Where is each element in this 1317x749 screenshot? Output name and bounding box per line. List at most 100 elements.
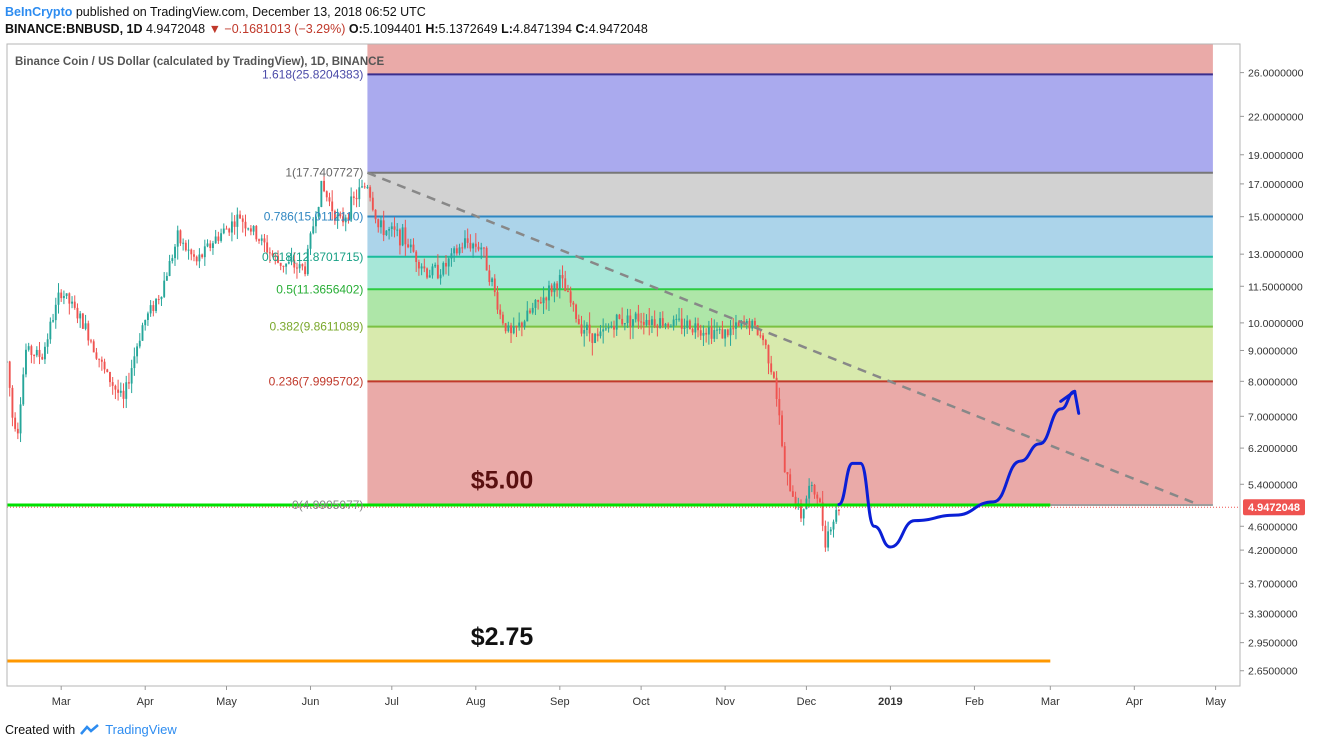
y-tick-label-5: 13.0000000 xyxy=(1248,249,1304,261)
candle-body-285 xyxy=(778,398,781,416)
candle-body-198 xyxy=(542,297,545,304)
candle-body-74 xyxy=(206,243,209,247)
x-tick-label-12: Mar xyxy=(1041,696,1060,708)
fib-band-3 xyxy=(367,256,1213,290)
publisher-name[interactable]: BeInCrypto xyxy=(5,5,73,19)
candle-body-159 xyxy=(436,264,439,279)
candle-body-289 xyxy=(789,474,792,492)
candle-body-248 xyxy=(678,318,681,320)
candle-body-231 xyxy=(632,319,634,327)
candle-body-119 xyxy=(328,197,331,202)
candle-body-296 xyxy=(808,485,811,499)
fib-level-label-1: 1(17.7407727) xyxy=(285,166,363,180)
candle-body-107 xyxy=(296,267,298,269)
candle-body-84 xyxy=(233,221,236,227)
last-price-tag-label: 4.9472048 xyxy=(1248,502,1300,514)
candle-body-122 xyxy=(336,214,339,221)
candle-body-177 xyxy=(485,247,488,271)
y-tick-label-0: 26.0000000 xyxy=(1248,68,1304,80)
candle-body-266 xyxy=(726,329,729,336)
candle-body-172 xyxy=(472,243,475,249)
fib-band-1 xyxy=(367,172,1213,217)
candle-body-136 xyxy=(374,209,377,220)
candle-body-69 xyxy=(193,254,195,257)
candle-body-137 xyxy=(377,219,380,228)
y-tick-label-10: 7.0000000 xyxy=(1248,411,1298,423)
candles xyxy=(7,176,840,552)
candle-body-249 xyxy=(680,318,683,329)
candle-body-16 xyxy=(49,321,52,340)
candle-body-168 xyxy=(461,247,464,249)
candle-body-151 xyxy=(415,251,418,262)
candle-body-129 xyxy=(355,197,358,200)
candle-body-204 xyxy=(558,275,561,289)
candle-body-125 xyxy=(344,217,347,223)
candle-body-26 xyxy=(76,307,79,319)
x-tick-label-4: Jul xyxy=(385,696,399,708)
candle-body-288 xyxy=(786,472,789,475)
candle-body-260 xyxy=(710,327,713,339)
candle-body-281 xyxy=(767,345,770,364)
y-tick-label-11: 6.2000000 xyxy=(1248,443,1298,455)
candle-body-94 xyxy=(260,238,263,241)
candle-body-28 xyxy=(81,313,84,329)
high-value: 5.1372649 xyxy=(438,22,498,36)
candle-body-142 xyxy=(390,226,393,230)
tradingview-brand[interactable]: TradingView xyxy=(105,722,177,737)
candle-body-104 xyxy=(287,262,290,264)
candle-body-232 xyxy=(634,313,637,320)
candle-body-41 xyxy=(117,389,120,393)
candle-body-114 xyxy=(314,216,317,227)
tradingview-logo-icon xyxy=(80,723,100,735)
candle-body-253 xyxy=(691,329,694,333)
chart-title: Binance Coin / US Dollar (calculated by … xyxy=(15,56,384,68)
candle-body-61 xyxy=(171,258,174,262)
candle-body-7 xyxy=(25,349,27,375)
candle-body-93 xyxy=(258,239,260,241)
candle-body-53 xyxy=(149,305,152,314)
candle-body-213 xyxy=(583,330,586,334)
candle-body-40 xyxy=(114,385,117,390)
candle-body-35 xyxy=(100,359,103,362)
candle-body-207 xyxy=(566,291,569,293)
fib-level-label-2: 0.786(15.0112110) xyxy=(264,210,364,224)
candle-body-147 xyxy=(404,227,407,245)
open-value: 5.1094401 xyxy=(362,22,422,36)
candle-body-275 xyxy=(751,320,754,329)
y-tick-label-8: 9.0000000 xyxy=(1248,345,1298,357)
candle-body-282 xyxy=(770,363,773,373)
candle-body-18 xyxy=(54,304,57,321)
plot-area: 1.618(25.8204383) 1(17.7407727) 0.786(15.0… xyxy=(7,44,1240,663)
candle-body-15 xyxy=(46,339,49,347)
candle-body-241 xyxy=(659,318,662,328)
candle-body-171 xyxy=(469,242,472,249)
low-value: 4.8471394 xyxy=(512,22,572,36)
trend-line xyxy=(366,171,1200,507)
candle-body-44 xyxy=(125,382,128,399)
candle-body-124 xyxy=(342,216,344,223)
candle-body-254 xyxy=(694,323,697,333)
candle-body-195 xyxy=(534,299,537,308)
candle-body-115 xyxy=(317,206,320,217)
candle-body-110 xyxy=(304,266,307,275)
y-tick-label-16: 3.3000000 xyxy=(1248,608,1298,620)
candle-body-17 xyxy=(52,320,55,322)
candle-body-214 xyxy=(585,324,588,331)
candle-body-242 xyxy=(661,318,664,326)
candle-body-46 xyxy=(130,368,133,384)
candle-body-229 xyxy=(626,315,629,324)
candle-body-113 xyxy=(312,226,315,234)
candle-body-45 xyxy=(127,382,130,384)
candle-body-73 xyxy=(203,246,206,258)
candle-body-100 xyxy=(277,255,279,263)
candle-body-112 xyxy=(309,233,312,249)
candle-body-8 xyxy=(27,346,30,350)
fib-band-2 xyxy=(367,216,1213,257)
candle-body-121 xyxy=(333,211,336,221)
candle-body-211 xyxy=(577,319,580,325)
candle-body-10 xyxy=(33,354,36,356)
candle-body-270 xyxy=(737,322,740,326)
candle-body-291 xyxy=(794,496,797,507)
y-tick-label-17: 2.9500000 xyxy=(1248,638,1298,650)
